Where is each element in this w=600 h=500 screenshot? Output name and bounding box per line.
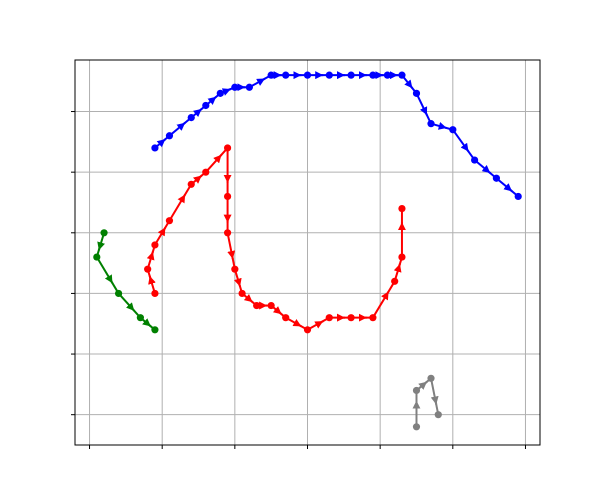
data-point	[245, 83, 253, 91]
data-point	[151, 289, 159, 298]
data-point	[325, 314, 333, 322]
direction-arrow	[193, 108, 203, 118]
data-point	[412, 386, 421, 395]
data-point	[347, 71, 355, 79]
plot-frame	[74, 59, 541, 446]
data-point	[114, 289, 123, 298]
data-point	[412, 423, 421, 431]
data-point	[202, 101, 210, 110]
direction-arrow	[419, 106, 428, 116]
data-point	[325, 71, 333, 79]
direction-arrow	[176, 121, 186, 131]
direction-arrow	[272, 306, 283, 316]
direction-arrow	[393, 263, 402, 273]
direction-arrow	[227, 250, 236, 260]
series-0	[151, 71, 522, 201]
data-point	[412, 89, 421, 97]
direction-arrow	[125, 302, 136, 312]
data-point	[427, 374, 435, 382]
data-point	[398, 71, 406, 79]
data-point	[144, 265, 152, 273]
data-point	[223, 144, 232, 152]
data-point	[165, 132, 174, 140]
direction-arrow	[193, 174, 203, 184]
direction-arrow	[243, 293, 254, 303]
data-point	[223, 229, 232, 237]
data-point	[449, 126, 457, 134]
direction-arrow	[481, 164, 491, 174]
data-point	[216, 89, 224, 97]
data-point	[391, 277, 399, 285]
direction-arrow	[142, 318, 152, 328]
data-point	[93, 253, 101, 261]
series-layer	[93, 71, 522, 431]
data-point	[383, 71, 392, 79]
data-point	[282, 314, 290, 322]
direction-arrow	[437, 122, 447, 130]
direction-arrow	[157, 226, 167, 237]
direction-arrow	[146, 251, 155, 261]
data-point	[427, 120, 435, 128]
direction-arrow	[221, 88, 232, 96]
data-point	[231, 265, 239, 273]
data-point	[303, 71, 312, 79]
direction-arrow	[314, 320, 324, 329]
data-point	[303, 326, 312, 334]
series-3	[412, 374, 442, 431]
data-point	[398, 253, 406, 261]
direction-arrow	[292, 319, 302, 328]
direction-arrow	[381, 290, 390, 301]
data-point	[492, 174, 501, 182]
data-point	[471, 156, 479, 164]
direction-arrow	[233, 277, 242, 287]
direction-arrow	[148, 275, 156, 285]
data-point	[253, 301, 261, 310]
data-point	[347, 314, 355, 322]
data-point	[267, 301, 275, 310]
series-2	[93, 229, 159, 334]
data-point	[136, 314, 144, 322]
data-point	[267, 71, 275, 79]
direction-arrow	[97, 241, 105, 251]
data-point	[369, 314, 377, 322]
data-point	[238, 289, 246, 298]
data-point	[151, 326, 159, 334]
direction-arrow	[177, 193, 187, 204]
data-point	[187, 180, 195, 188]
data-point	[514, 192, 522, 201]
series-1	[144, 144, 406, 334]
data-point	[187, 113, 195, 122]
grid	[71, 60, 540, 449]
direction-arrow	[460, 142, 470, 153]
data-point	[369, 71, 377, 79]
direction-arrow	[213, 154, 223, 164]
data-point	[151, 144, 159, 152]
data-point	[282, 71, 290, 79]
direction-arrow	[104, 274, 114, 284]
direction-arrow	[418, 380, 428, 390]
data-point	[151, 241, 159, 249]
data-point	[398, 204, 406, 213]
data-point	[434, 411, 442, 419]
direction-arrow	[503, 183, 513, 193]
direction-arrow	[430, 395, 439, 405]
data-point	[100, 229, 108, 237]
direction-arrow	[256, 77, 266, 86]
data-point	[165, 217, 174, 225]
direction-arrow	[156, 138, 167, 148]
direction-arrow	[404, 79, 414, 89]
data-point	[223, 192, 232, 201]
direction-arrow	[207, 95, 217, 105]
data-point	[202, 168, 210, 176]
data-point	[231, 83, 239, 91]
